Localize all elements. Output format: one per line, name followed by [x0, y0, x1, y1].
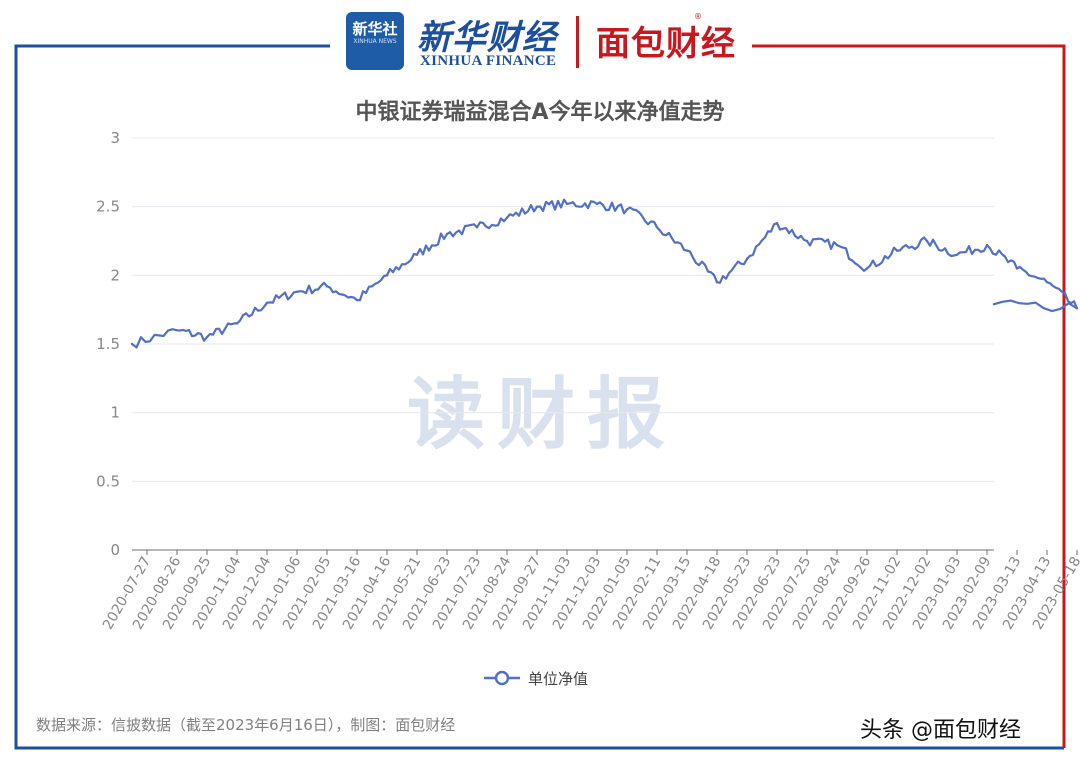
data-point — [955, 253, 959, 256]
data-point — [655, 226, 659, 229]
xinhua-she-text: 新华社 — [352, 20, 398, 38]
data-point — [992, 302, 996, 306]
y-tick-label: 0.5 — [96, 472, 120, 490]
data-point — [1075, 307, 1079, 310]
data-point — [415, 253, 419, 256]
xinhua-finance-en-logo: XINHUA FINANCE — [420, 53, 557, 69]
legend-label: 单位净值 — [528, 670, 589, 688]
data-point — [745, 257, 749, 261]
frame-left-line — [14, 44, 1064, 750]
watermark: 读财报 — [407, 370, 678, 460]
chart-title: 中银证券瑞益混合A今年以来净值走势 — [355, 100, 725, 125]
y-tick-label: 3 — [110, 129, 120, 147]
data-point — [625, 208, 629, 211]
mianbao-caijing-logo: 面包财经 — [596, 24, 736, 64]
data-point — [805, 239, 809, 243]
y-tick-label: 1.5 — [96, 335, 120, 353]
data-point — [865, 267, 869, 270]
data-source-note: 数据来源：信披数据（截至2023年6月16日），制图：面包财经 — [36, 716, 456, 734]
y-tick-label: 2.5 — [96, 198, 120, 216]
logo-divider — [576, 16, 579, 68]
data-point — [505, 216, 509, 219]
data-point — [1015, 267, 1019, 270]
data-point — [385, 274, 389, 277]
y-tick-label: 0 — [110, 541, 120, 559]
data-point — [715, 281, 719, 284]
data-point — [985, 243, 989, 247]
data-point — [205, 335, 209, 339]
data-point — [775, 221, 779, 225]
data-point — [895, 249, 899, 252]
data-point — [175, 329, 179, 332]
data-point — [925, 239, 929, 243]
data-point — [445, 232, 449, 236]
data-point — [1045, 281, 1049, 284]
data-point — [265, 301, 269, 304]
xinhua-finance-cn-logo: 新华财经 — [417, 18, 557, 58]
frame-right-line — [752, 44, 1066, 748]
xinhua-news-logo: 新华社 XINHUA NEWS — [346, 12, 404, 70]
data-point — [325, 285, 329, 288]
signature: 头条 @面包财经 — [860, 718, 1021, 743]
data-point — [535, 205, 539, 208]
data-point — [685, 249, 689, 252]
registered-mark: ® — [694, 12, 702, 21]
series-line-unit-nav — [131, 198, 1079, 349]
data-point — [235, 322, 239, 325]
data-point — [835, 243, 839, 247]
data-point — [355, 298, 359, 302]
y-tick-label: 1 — [110, 404, 120, 422]
data-point — [595, 202, 599, 206]
legend-marker — [494, 670, 510, 686]
data-point — [565, 202, 569, 206]
data-point — [295, 290, 299, 294]
data-point — [130, 342, 134, 346]
xinhua-news-text: XINHUA NEWS — [353, 38, 397, 45]
data-point — [475, 226, 479, 229]
y-tick-label: 2 — [110, 266, 120, 284]
